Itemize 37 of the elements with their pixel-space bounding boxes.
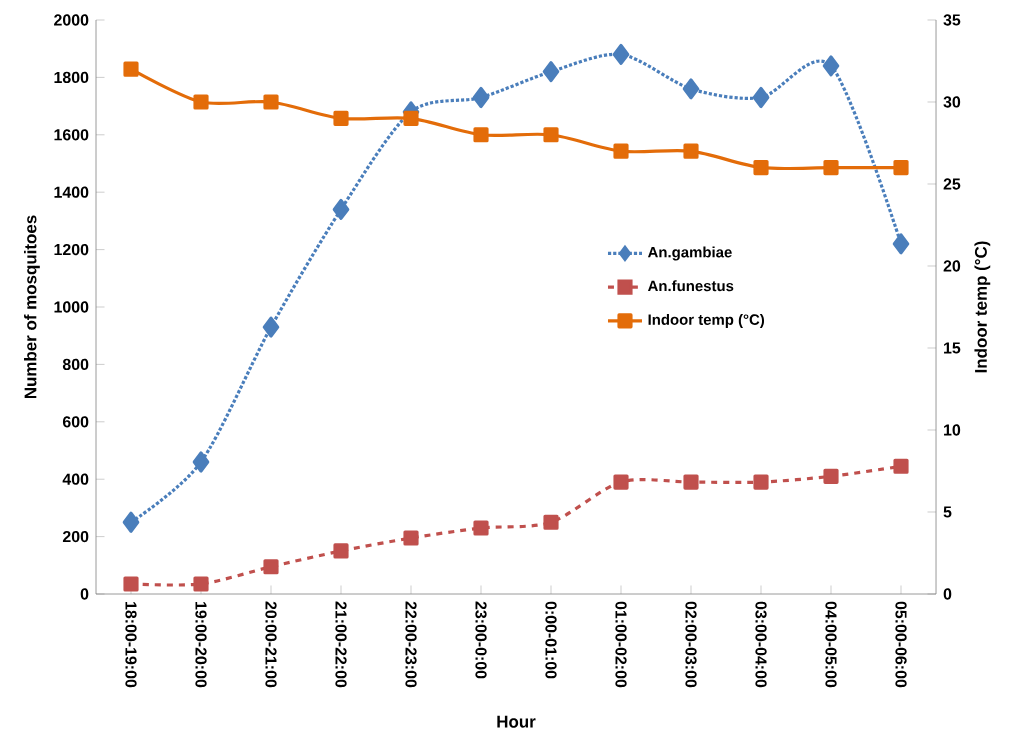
y2-axis-title: Indoor temp (°C)	[974, 241, 991, 373]
legend-label: An.gambiae	[647, 246, 732, 261]
y-tick-label: 0	[80, 588, 89, 600]
y-axis-title: Number of mosquitoes	[24, 215, 40, 399]
y2-tick-label: 35	[943, 14, 961, 26]
x-tick-label: 23:00-0:00	[475, 601, 487, 679]
x-tick-label: 21:00-22:00	[335, 601, 347, 688]
y-tick-label: 1200	[54, 243, 89, 256]
legend-label: An.funestus	[647, 280, 734, 292]
x-tick-label: 02:00-03:00	[685, 601, 697, 688]
x-tick-label: 18:00-19:00	[125, 602, 137, 688]
y-tick-label: 1000	[54, 301, 89, 313]
x-tick-label: 0:00-01:00	[545, 601, 557, 679]
x-tick-label: 04:00-05:00	[825, 601, 837, 688]
y2-tick-label: 20	[943, 260, 961, 272]
y2-tick-label: 30	[943, 96, 961, 108]
y-tick-label: 1800	[54, 71, 89, 84]
x-tick-label: 19:00-20:00	[195, 602, 207, 688]
y2-tick-label: 25	[943, 178, 961, 190]
x-tick-label: 03:00-04:00	[755, 601, 767, 688]
y-tick-label: 800	[62, 358, 89, 371]
x-axis-title: Hour	[497, 715, 536, 728]
y-tick-label: 1400	[54, 186, 89, 198]
x-tick-label: 05:00-06:00	[895, 601, 907, 688]
legend-label: Indoor temp (°C)	[648, 313, 765, 328]
y-tick-label: 400	[62, 473, 89, 485]
y2-tick-label: 5	[943, 506, 952, 518]
y-tick-label: 2000	[54, 14, 89, 26]
y-tick-label: 600	[62, 416, 89, 428]
y2-tick-label: 10	[944, 424, 961, 436]
x-tick-label: 22:00-23:00	[405, 601, 417, 688]
y2-tick-label: 15	[944, 342, 961, 354]
y-tick-label: 1600	[54, 129, 89, 141]
y2-tick-label: 0	[943, 588, 952, 600]
y-tick-label: 200	[62, 530, 89, 543]
x-tick-label: 20:00-21:00	[265, 601, 277, 688]
x-tick-label: 01:00-02:00	[615, 601, 627, 688]
